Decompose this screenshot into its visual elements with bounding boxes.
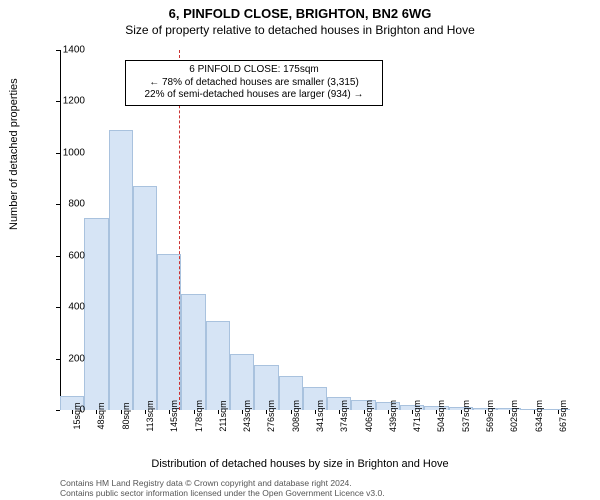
- x-tick-mark: [242, 410, 243, 414]
- x-tick-label: 80sqm: [121, 402, 131, 429]
- x-axis-label: Distribution of detached houses by size …: [0, 458, 600, 470]
- x-tick-mark: [72, 410, 73, 414]
- histogram-bar: [157, 254, 181, 410]
- x-tick-mark: [534, 410, 535, 414]
- y-tick-label: 1200: [45, 96, 85, 107]
- y-tick-mark: [56, 410, 60, 411]
- x-tick-mark: [266, 410, 267, 414]
- x-tick-label: 15sqm: [72, 402, 82, 429]
- x-tick-label: 406sqm: [364, 400, 374, 432]
- annotation-line-1: 6 PINFOLD CLOSE: 175sqm: [131, 64, 377, 77]
- x-tick-mark: [169, 410, 170, 414]
- x-tick-mark: [412, 410, 413, 414]
- y-tick-label: 1400: [45, 45, 85, 56]
- y-tick-mark: [56, 204, 60, 205]
- histogram-bar: [109, 130, 133, 410]
- credits-line-2: Contains public sector information licen…: [60, 488, 385, 498]
- x-tick-label: 178sqm: [194, 400, 204, 432]
- x-tick-label: 634sqm: [534, 400, 544, 432]
- chart-area: 6 PINFOLD CLOSE: 175sqm← 78% of detached…: [60, 50, 570, 410]
- x-tick-label: 48sqm: [96, 402, 106, 429]
- histogram-bar: [206, 321, 230, 410]
- x-tick-mark: [339, 410, 340, 414]
- histogram-bar: [133, 186, 157, 410]
- x-tick-mark: [364, 410, 365, 414]
- x-tick-label: 537sqm: [461, 400, 471, 432]
- x-tick-mark: [96, 410, 97, 414]
- histogram-bar: [181, 294, 205, 410]
- plot-region: 6 PINFOLD CLOSE: 175sqm← 78% of detached…: [60, 50, 570, 410]
- credits-block: Contains HM Land Registry data © Crown c…: [60, 478, 385, 498]
- y-tick-label: 800: [45, 199, 85, 210]
- y-tick-mark: [56, 101, 60, 102]
- x-tick-mark: [218, 410, 219, 414]
- x-tick-label: 145sqm: [169, 400, 179, 432]
- y-tick-label: 1000: [45, 147, 85, 158]
- x-tick-label: 504sqm: [436, 400, 446, 432]
- annotation-line-3: 22% of semi-detached houses are larger (…: [131, 89, 377, 102]
- x-tick-label: 308sqm: [291, 400, 301, 432]
- x-tick-mark: [194, 410, 195, 414]
- x-tick-mark: [145, 410, 146, 414]
- x-tick-label: 602sqm: [509, 400, 519, 432]
- chart-subtitle: Size of property relative to detached ho…: [0, 21, 600, 37]
- x-tick-label: 471sqm: [412, 400, 422, 432]
- x-tick-label: 667sqm: [558, 400, 568, 432]
- x-tick-label: 243sqm: [242, 400, 252, 432]
- x-tick-label: 211sqm: [218, 400, 228, 431]
- x-tick-mark: [291, 410, 292, 414]
- histogram-bar: [84, 218, 108, 410]
- y-tick-mark: [56, 359, 60, 360]
- chart-title: 6, PINFOLD CLOSE, BRIGHTON, BN2 6WG: [0, 0, 600, 21]
- x-tick-mark: [388, 410, 389, 414]
- annotation-line-2: ← 78% of detached houses are smaller (3,…: [131, 77, 377, 90]
- x-tick-mark: [315, 410, 316, 414]
- x-tick-label: 113sqm: [145, 400, 155, 431]
- y-tick-mark: [56, 256, 60, 257]
- x-tick-mark: [461, 410, 462, 414]
- y-tick-mark: [56, 50, 60, 51]
- y-tick-mark: [56, 153, 60, 154]
- x-tick-label: 276sqm: [266, 400, 276, 432]
- x-tick-mark: [558, 410, 559, 414]
- x-tick-label: 341sqm: [315, 400, 325, 432]
- x-tick-mark: [121, 410, 122, 414]
- x-tick-mark: [485, 410, 486, 414]
- x-tick-mark: [509, 410, 510, 414]
- annotation-box: 6 PINFOLD CLOSE: 175sqm← 78% of detached…: [125, 60, 383, 106]
- y-tick-label: 200: [45, 353, 85, 364]
- x-tick-label: 374sqm: [339, 400, 349, 432]
- y-axis-label: Number of detached properties: [8, 78, 20, 230]
- credits-line-1: Contains HM Land Registry data © Crown c…: [60, 478, 385, 488]
- y-tick-mark: [56, 307, 60, 308]
- x-tick-label: 569sqm: [485, 400, 495, 432]
- y-tick-label: 600: [45, 250, 85, 261]
- y-tick-label: 400: [45, 302, 85, 313]
- x-tick-label: 439sqm: [388, 400, 398, 432]
- x-tick-mark: [436, 410, 437, 414]
